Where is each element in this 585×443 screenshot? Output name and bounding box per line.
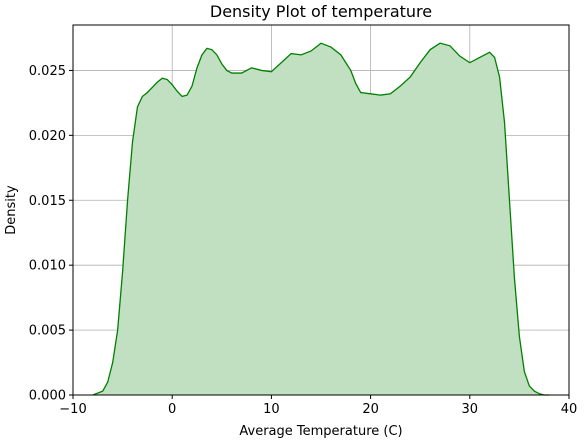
x-tick-label: 30: [462, 402, 479, 417]
y-tick-label: 0.010: [29, 259, 66, 274]
y-axis-ticks: 0.000 0.005 0.010 0.015 0.020 0.025: [29, 64, 73, 404]
y-axis-label: Density: [4, 185, 19, 235]
y-tick-label: 0.020: [29, 129, 66, 144]
x-axis-ticks: −10 0 10 20 30 40: [59, 395, 577, 417]
y-tick-label: 0.000: [29, 389, 66, 404]
x-axis-label: Average Temperature (C): [239, 424, 402, 439]
x-tick-label: 10: [263, 402, 280, 417]
y-tick-label: 0.005: [29, 324, 66, 339]
axes-frame: [72, 24, 570, 396]
chart-title: Density Plot of temperature: [210, 2, 432, 21]
density-curve-line: [92, 42, 550, 396]
density-area-fill: [92, 43, 550, 396]
x-tick-label: 20: [362, 402, 379, 417]
x-tick-label: 0: [168, 402, 176, 417]
x-tick-label: 40: [561, 402, 578, 417]
y-tick-label: 0.015: [29, 194, 66, 209]
y-tick-label: 0.025: [29, 64, 66, 79]
x-tick-label: −10: [59, 402, 86, 417]
